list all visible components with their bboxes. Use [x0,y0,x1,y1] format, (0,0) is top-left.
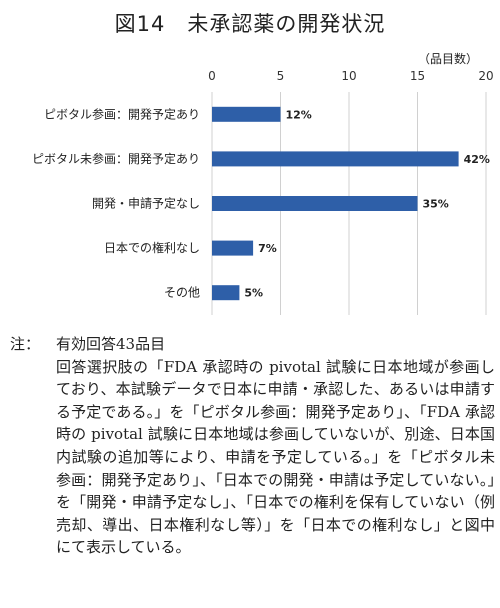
category-labels: ピボタル参画：開発予定ありピボタル未参画：開発予定あり開発・申請予定なし日本での… [32,106,200,299]
chart-title: 図14 未承認薬の開発状況 [114,12,386,36]
bar [212,106,281,122]
category-label: その他 [164,286,200,300]
note-body: 回答選択肢の「FDA 承認時の pivotal 試験に日本地域が参画しており、本… [56,357,500,557]
bar [212,240,254,256]
x-tick-label: 5 [277,69,285,83]
bar [212,285,240,301]
category-label: ピボタル参画：開発予定あり [44,106,200,121]
bar [212,151,459,167]
x-axis-ticks: 0 5 10 15 20 [208,69,493,83]
data-labels: 12% 42% 35% 7% 5% [244,108,490,299]
x-tick-label: 0 [208,69,216,83]
bars [212,106,459,301]
category-label: ピボタル未参画：開発予定あり [32,151,200,166]
category-label: 開発・申請予定なし [92,196,200,211]
category-label: 日本での権利なし [104,240,200,255]
bar-chart: 0 5 10 15 20 ピボタル参画：開発予定ありピボタル未参画：開発予定あり開発・申… [32,69,494,315]
x-tick-label: 10 [341,69,356,83]
x-tick-label: 15 [410,69,425,83]
data-label: 42% [464,153,490,166]
note-label: 注： [10,335,41,353]
data-label: 35% [423,198,449,211]
data-label: 5% [244,287,263,300]
unit-label: （品目数） [417,52,478,66]
data-label: 12% [286,108,312,121]
x-tick-label: 20 [478,69,493,83]
note-first-line: 有効回答43品目 [56,335,166,353]
footnote: 注： 有効回答43品目 回答選択肢の「FDA 承認時の pivotal 試験に日… [10,333,500,559]
bar [212,196,418,211]
data-label: 7% [258,242,277,255]
